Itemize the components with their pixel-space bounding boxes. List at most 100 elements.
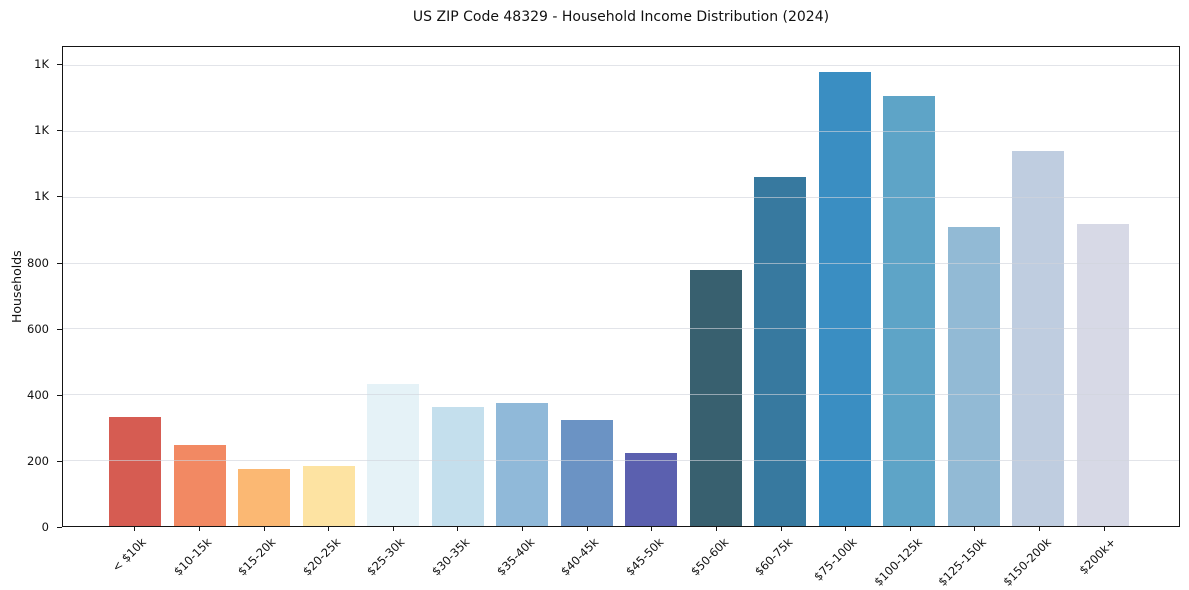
x-tick-mark	[522, 527, 524, 531]
y-tick-mark	[57, 196, 62, 198]
x-axis: < $10k $10-15k $15-20k $20-25k $25-30k $30-35…	[62, 527, 1180, 589]
x-tick: $125-150k	[936, 527, 1007, 589]
x-tick: $200k+	[1071, 527, 1136, 589]
bar-< $10k	[109, 417, 162, 526]
y-tick-label: 400	[27, 387, 49, 402]
x-tick: $45-50k	[619, 527, 684, 589]
bar-$45-50k	[625, 452, 678, 526]
chart-title: US ZIP Code 48329 - Household Income Dis…	[412, 9, 830, 25]
y-tick-label: 600	[27, 321, 49, 336]
bar-$50-60k	[689, 269, 742, 526]
x-tick-label: $25-30k	[364, 535, 408, 579]
bar-$125-150k	[947, 227, 1000, 526]
y-axis: 0 200 400 600 800 1K 1K 1K	[0, 46, 62, 534]
bar-slot	[1071, 47, 1136, 526]
x-tick: $30-35k	[425, 527, 490, 589]
x-tick-label: $50-60k	[687, 535, 731, 579]
y-tick-label: 1K	[34, 57, 49, 72]
bar-slot	[942, 47, 1007, 526]
y-tick-mark	[57, 527, 62, 528]
x-tick-label: $150-200k	[1000, 535, 1054, 589]
x-tick: $75-100k	[811, 527, 878, 589]
bar-$200k+	[1076, 223, 1129, 526]
x-tick-mark	[715, 527, 717, 531]
y-tick-label: 800	[27, 255, 49, 270]
bar-slot	[426, 47, 491, 526]
y-tick-label: 200	[27, 453, 49, 468]
x-tick: $20-25k	[296, 527, 361, 589]
x-tick-label: $60-75k	[752, 535, 796, 579]
x-tick-label: $20-25k	[299, 535, 344, 579]
x-tick-mark	[780, 527, 782, 531]
x-tick-label: $45-50k	[622, 535, 667, 579]
y-tick-mark	[57, 328, 62, 330]
x-tick: $100-125k	[871, 527, 943, 589]
plot-area	[62, 46, 1180, 527]
x-tick: $10-15k	[167, 527, 232, 589]
y-tick-label: 1K	[34, 189, 49, 204]
x-tick-mark	[457, 527, 459, 531]
bar-slot	[1006, 47, 1071, 526]
bar-slot	[103, 47, 168, 526]
y-tick-label: 0	[41, 520, 49, 534]
y-tick-mark	[57, 262, 62, 264]
bar-$60-75k	[754, 176, 807, 526]
x-tick: $150-200k	[1000, 527, 1072, 589]
x-tick-mark	[974, 527, 976, 531]
y-tick-label: 1K	[34, 123, 49, 138]
x-tick-label: $75-100k	[811, 535, 861, 584]
bar-slot	[748, 47, 813, 526]
bar-slot	[490, 47, 555, 526]
x-tick-mark	[845, 527, 847, 531]
bar-slot	[877, 47, 942, 526]
bar-$100-125k	[883, 96, 936, 526]
x-tick-label: $35-40k	[493, 535, 537, 579]
bar-$25-30k	[367, 383, 420, 526]
bar-slot	[813, 47, 878, 526]
bar-slot	[684, 47, 749, 526]
x-tick-mark	[198, 527, 200, 531]
x-tick-label: $15-20k	[235, 535, 279, 579]
x-tick: $15-20k	[231, 527, 296, 589]
bar-slot	[232, 47, 297, 526]
x-tick-mark	[909, 527, 911, 531]
x-tick-label: < $10k	[109, 535, 150, 575]
x-tick: $40-45k	[554, 527, 619, 589]
y-tick-mark	[57, 130, 62, 132]
x-tick-mark	[1103, 527, 1105, 531]
y-tick-mark	[57, 64, 62, 66]
bar-slot	[555, 47, 620, 526]
x-tick: < $10k	[102, 527, 167, 589]
x-tick: $25-30k	[361, 527, 426, 589]
x-tick-label: $10-15k	[170, 535, 214, 579]
x-tick-label: $40-45k	[558, 535, 602, 579]
bar-slot	[297, 47, 362, 526]
bar-slot	[361, 47, 426, 526]
x-tick-mark	[1039, 527, 1041, 531]
x-tick-mark	[328, 527, 330, 531]
x-tick-label: $200k+	[1076, 535, 1119, 578]
x-tick-mark	[586, 527, 588, 531]
bar-slot	[619, 47, 684, 526]
x-tick: $50-60k	[684, 527, 749, 589]
x-tick-mark	[651, 527, 653, 531]
bar-$40-45k	[560, 420, 613, 526]
x-tick: $60-75k	[748, 527, 813, 589]
bar-$30-35k	[431, 406, 484, 526]
bar-series	[63, 47, 1179, 526]
x-tick-mark	[392, 527, 394, 531]
bar-$20-25k	[302, 466, 355, 526]
x-tick-label: $125-150k	[935, 535, 990, 589]
x-tick-mark	[134, 527, 136, 531]
bar-$35-40k	[496, 403, 549, 526]
x-tick-label: $100-125k	[870, 535, 925, 589]
bar-$150-200k	[1012, 150, 1065, 526]
bar-$15-20k	[238, 469, 291, 526]
x-tick-label: $30-35k	[428, 535, 473, 579]
y-tick-mark	[57, 394, 62, 396]
bar-$75-100k	[818, 71, 871, 526]
y-tick-mark	[57, 460, 62, 462]
bar-$10-15k	[173, 445, 226, 526]
bar-slot	[168, 47, 233, 526]
